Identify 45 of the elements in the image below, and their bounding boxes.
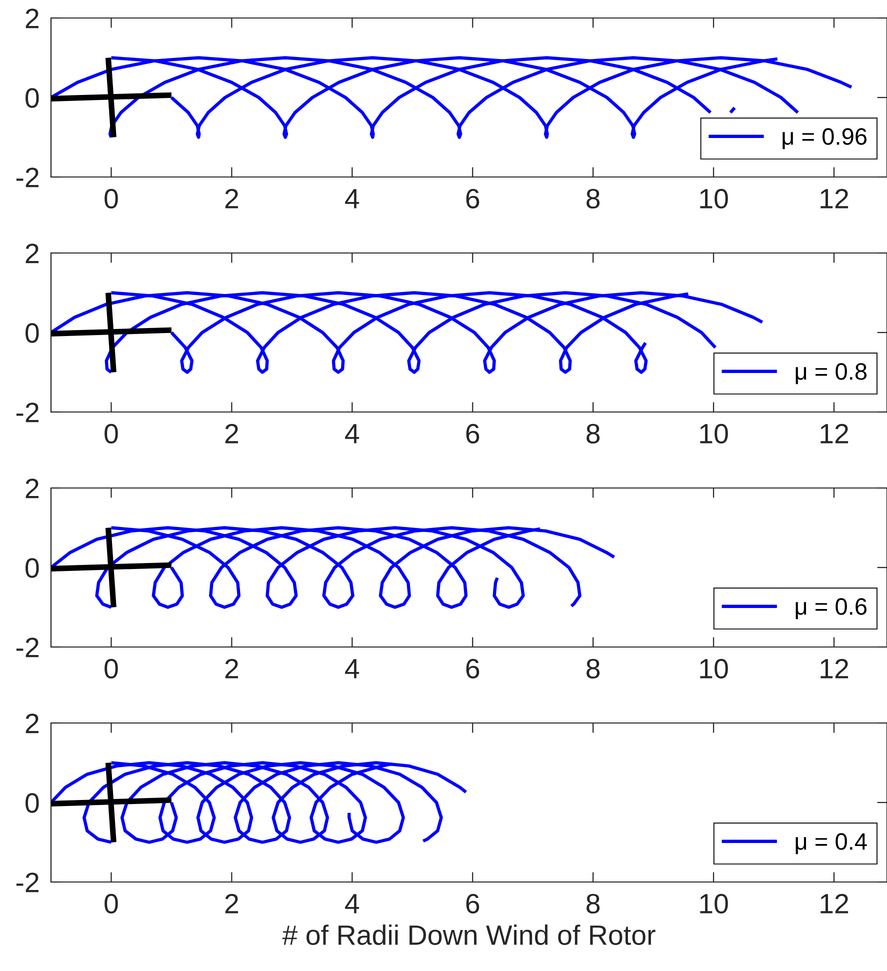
y-tick-label: 2 bbox=[26, 244, 38, 264]
x-tick-label: 6 bbox=[466, 658, 480, 679]
x-tick-label: 12 bbox=[820, 188, 848, 208]
x-tick-label: 6 bbox=[466, 894, 480, 914]
x-tick-label: 4 bbox=[345, 659, 360, 678]
x-tick-label: 4 bbox=[345, 189, 360, 208]
x-tick-label: 8 bbox=[586, 188, 600, 209]
x-tick-label: 10 bbox=[700, 188, 728, 209]
x-tick-label: 0 bbox=[104, 188, 118, 209]
y-tick-label: 0 bbox=[26, 323, 39, 343]
y-tick-label: 2 bbox=[26, 478, 38, 498]
x-axis-title: # of Radii Down Wind of Rotor bbox=[282, 924, 656, 945]
y-tick-label: 2 bbox=[26, 714, 38, 734]
x-tick-label: 12 bbox=[820, 658, 848, 678]
y-tick-label: 0 bbox=[26, 793, 39, 813]
x-tick-label: 6 bbox=[466, 188, 480, 209]
x-tick-label: 0 bbox=[104, 894, 118, 914]
legend-label: μ = 0.6 bbox=[796, 598, 867, 620]
legend-label: μ = 0.8 bbox=[796, 363, 867, 384]
x-tick-label: 8 bbox=[586, 894, 600, 914]
y-tick-label: 0 bbox=[26, 88, 39, 108]
y-tick-label: -2 bbox=[16, 872, 38, 892]
x-tick-label: 2 bbox=[225, 894, 238, 914]
y-tick-label: 2 bbox=[26, 8, 38, 28]
x-tick-label: 4 bbox=[345, 424, 360, 444]
x-tick-label: 6 bbox=[466, 424, 480, 444]
x-tick-label: 4 bbox=[345, 894, 360, 914]
y-tick-label: 0 bbox=[26, 558, 39, 578]
x-tick-label: 0 bbox=[104, 658, 118, 679]
x-tick-label: 10 bbox=[700, 658, 728, 679]
x-tick-label: 8 bbox=[586, 658, 600, 679]
x-tick-label: 12 bbox=[820, 424, 848, 444]
x-tick-label: 0 bbox=[104, 424, 118, 444]
x-tick-label: 10 bbox=[700, 894, 728, 914]
x-tick-label: 12 bbox=[820, 894, 848, 914]
x-tick-label: 8 bbox=[586, 424, 600, 444]
x-tick-label: 2 bbox=[225, 188, 238, 208]
x-tick-label: 2 bbox=[225, 424, 238, 444]
x-tick-label: 2 bbox=[225, 658, 238, 678]
x-tick-label: 10 bbox=[700, 424, 728, 444]
legend-label: μ = 0.4 bbox=[796, 833, 867, 854]
y-tick-label: -2 bbox=[16, 402, 38, 422]
y-tick-label: -2 bbox=[16, 168, 38, 188]
legend-label: μ = 0.96 bbox=[782, 128, 867, 150]
y-tick-label: -2 bbox=[16, 638, 38, 658]
